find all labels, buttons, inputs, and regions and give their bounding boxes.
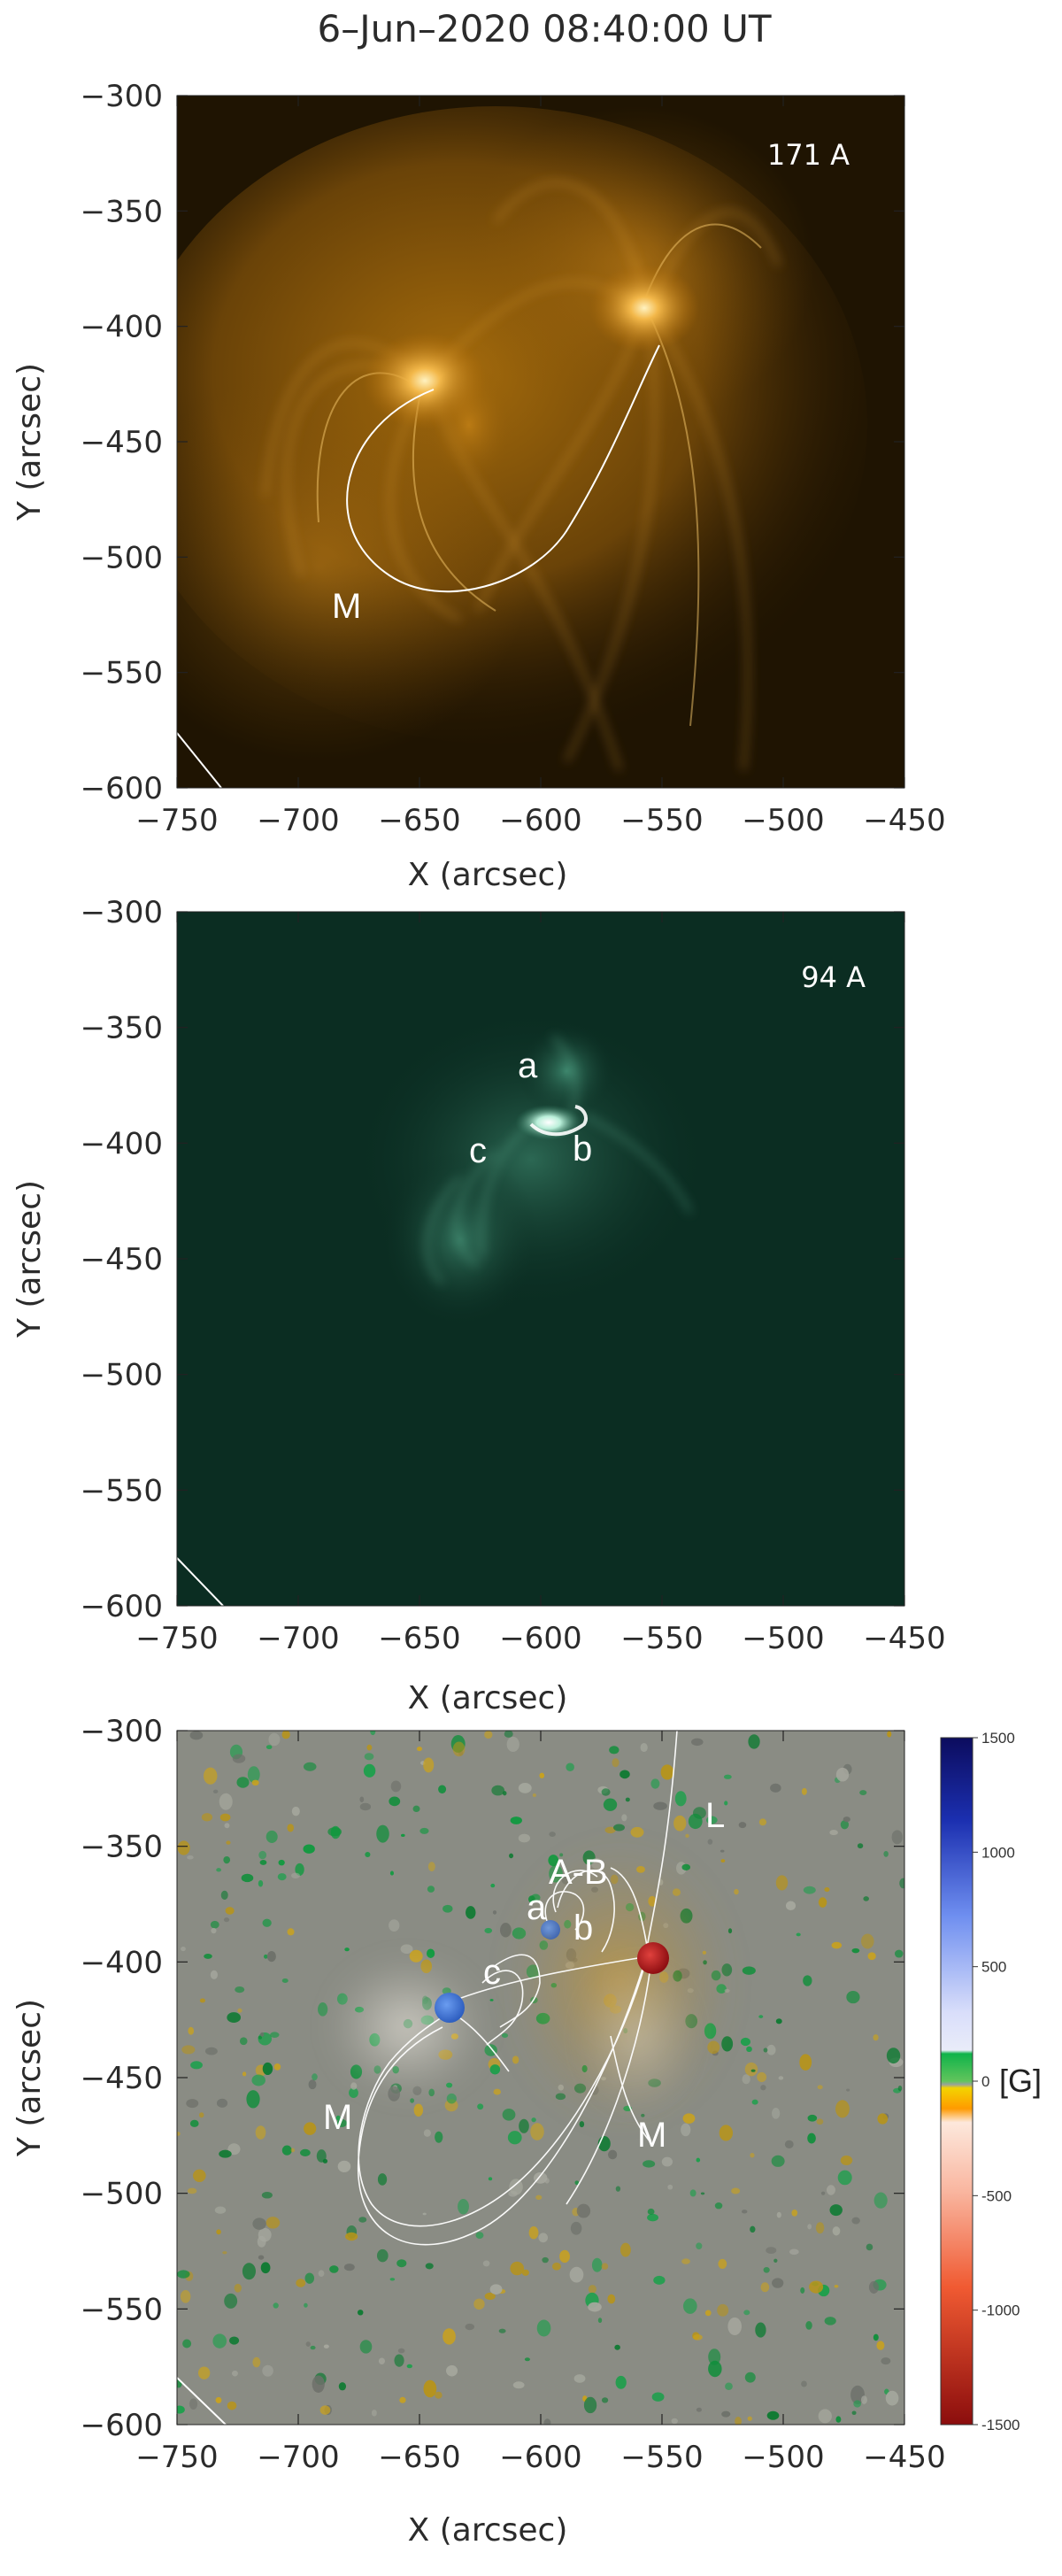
field-lines: [358, 1731, 678, 2246]
x-tick-label: −450: [863, 1621, 945, 1656]
label-b: b: [573, 1909, 593, 1947]
x-tick-label: −750: [135, 2440, 218, 2475]
fieldline-l: [645, 1731, 678, 1953]
panel-171: 171 A M: [176, 95, 905, 789]
y-tick-label: −550: [81, 1473, 163, 1508]
x-axis-label: X (arcsec): [408, 857, 568, 893]
footpoint-negative: [637, 1942, 669, 1974]
label-b: b: [573, 1130, 592, 1168]
x-tick-label: −650: [378, 1621, 460, 1656]
label-c: c: [469, 1131, 487, 1170]
y-tick-label: −350: [81, 1830, 163, 1865]
x-tick-label: −500: [742, 1621, 824, 1656]
colorbar-tick-label: -1500: [981, 2417, 1020, 2433]
x-axis-label: X (arcsec): [408, 1680, 568, 1716]
colorbar-tick-label: -500: [981, 2187, 1012, 2204]
colorbar-tick-label: -1000: [981, 2302, 1020, 2319]
x-tick-label: −700: [257, 1621, 339, 1656]
x-tick-label: −550: [620, 1621, 703, 1656]
colorbar-unit: [G]: [999, 2063, 1042, 2099]
y-tick-label: −300: [81, 895, 163, 930]
x-tick-label: −700: [257, 803, 339, 838]
x-tick-label: −750: [135, 1621, 218, 1656]
wavelength-label-171: 171 A: [767, 138, 850, 172]
y-axis-label: Y (arcsec): [12, 1180, 48, 1338]
colorbar: 1500 1000 500 0 -500 -1000 -1500 [G]: [940, 1730, 1042, 2433]
colorbar-gradient: [940, 1737, 974, 2426]
y-tick-label: −450: [81, 2061, 163, 2096]
label-l: L: [705, 1796, 725, 1835]
y-tick-label: −350: [81, 1011, 163, 1046]
x-axis-label: X (arcsec): [408, 2512, 568, 2549]
limb-line: [177, 2377, 227, 2425]
y-tick-label: −600: [81, 771, 163, 806]
limb-line: [177, 1557, 224, 1606]
x-tick-label: −600: [499, 1621, 581, 1656]
label-a: a: [527, 1888, 547, 1927]
y-tick-label: −300: [81, 1714, 163, 1749]
x-tick-label: −550: [620, 2440, 703, 2475]
label-ab: A-B: [549, 1853, 608, 1892]
label-m-right: M: [637, 2116, 666, 2155]
fieldline-m: [346, 344, 660, 593]
y-tick-label: −400: [81, 1126, 163, 1161]
y-tick-label: −450: [81, 425, 163, 460]
label-a: a: [518, 1046, 538, 1085]
y-tick-label: −500: [81, 2177, 163, 2212]
colorbar-tick-label: 0: [981, 2073, 989, 2090]
x-tick-label: −500: [742, 2440, 824, 2475]
x-tick-label: −600: [499, 803, 581, 838]
label-m: M: [332, 587, 361, 626]
axes-mag: −750 −700 −650 −600 −550 −500 −450 −300 −350 −400…: [12, 1714, 946, 2549]
x-tick-label: −650: [378, 803, 460, 838]
figure-title: 6–Jun–2020 08:40:00 UT: [318, 7, 772, 50]
x-tick-label: −450: [863, 2440, 945, 2475]
colorbar-tick-label: 500: [981, 1959, 1006, 1976]
label-m-left: M: [323, 2098, 352, 2137]
colorbar-tick-label: 1000: [981, 1844, 1015, 1861]
label-c: c: [483, 1953, 501, 1992]
limb-line: [177, 732, 222, 788]
axes-171: −750 −700 −650 −600 −550 −500 −450 −300 −350 −400…: [12, 79, 946, 893]
x-tick-label: −750: [135, 803, 218, 838]
y-tick-label: −600: [81, 1589, 163, 1624]
y-tick-label: −400: [81, 1945, 163, 1980]
x-tick-label: −500: [742, 803, 824, 838]
y-tick-label: −500: [81, 540, 163, 575]
x-tick-label: −650: [378, 2440, 460, 2475]
panel-magnetogram: L A-B a b c M M 1500 1000 500 0 -500 -1000 -15…: [176, 1730, 1042, 2433]
footpoint-positive: [435, 1993, 465, 2023]
y-tick-label: −450: [81, 1242, 163, 1277]
wavelength-label-94: 94 A: [801, 960, 866, 994]
y-tick-label: −550: [81, 2292, 163, 2327]
y-tick-label: −400: [81, 310, 163, 345]
x-tick-label: −700: [257, 2440, 339, 2475]
x-tick-label: −450: [863, 803, 945, 838]
y-tick-label: −300: [81, 79, 163, 114]
y-tick-label: −550: [81, 656, 163, 691]
y-tick-label: −350: [81, 194, 163, 229]
panel-94: 94 A a b c: [176, 911, 905, 1607]
y-tick-label: −500: [81, 1358, 163, 1393]
y-axis-label: Y (arcsec): [12, 1999, 48, 2157]
y-tick-label: −600: [81, 2408, 163, 2443]
x-tick-label: −550: [620, 803, 703, 838]
x-tick-label: −600: [499, 2440, 581, 2475]
y-axis-label: Y (arcsec): [12, 363, 48, 521]
colorbar-tick-label: 1500: [981, 1730, 1015, 1747]
axes-94: −750 −700 −650 −600 −550 −500 −450 −300 −350 −400…: [12, 895, 946, 1716]
